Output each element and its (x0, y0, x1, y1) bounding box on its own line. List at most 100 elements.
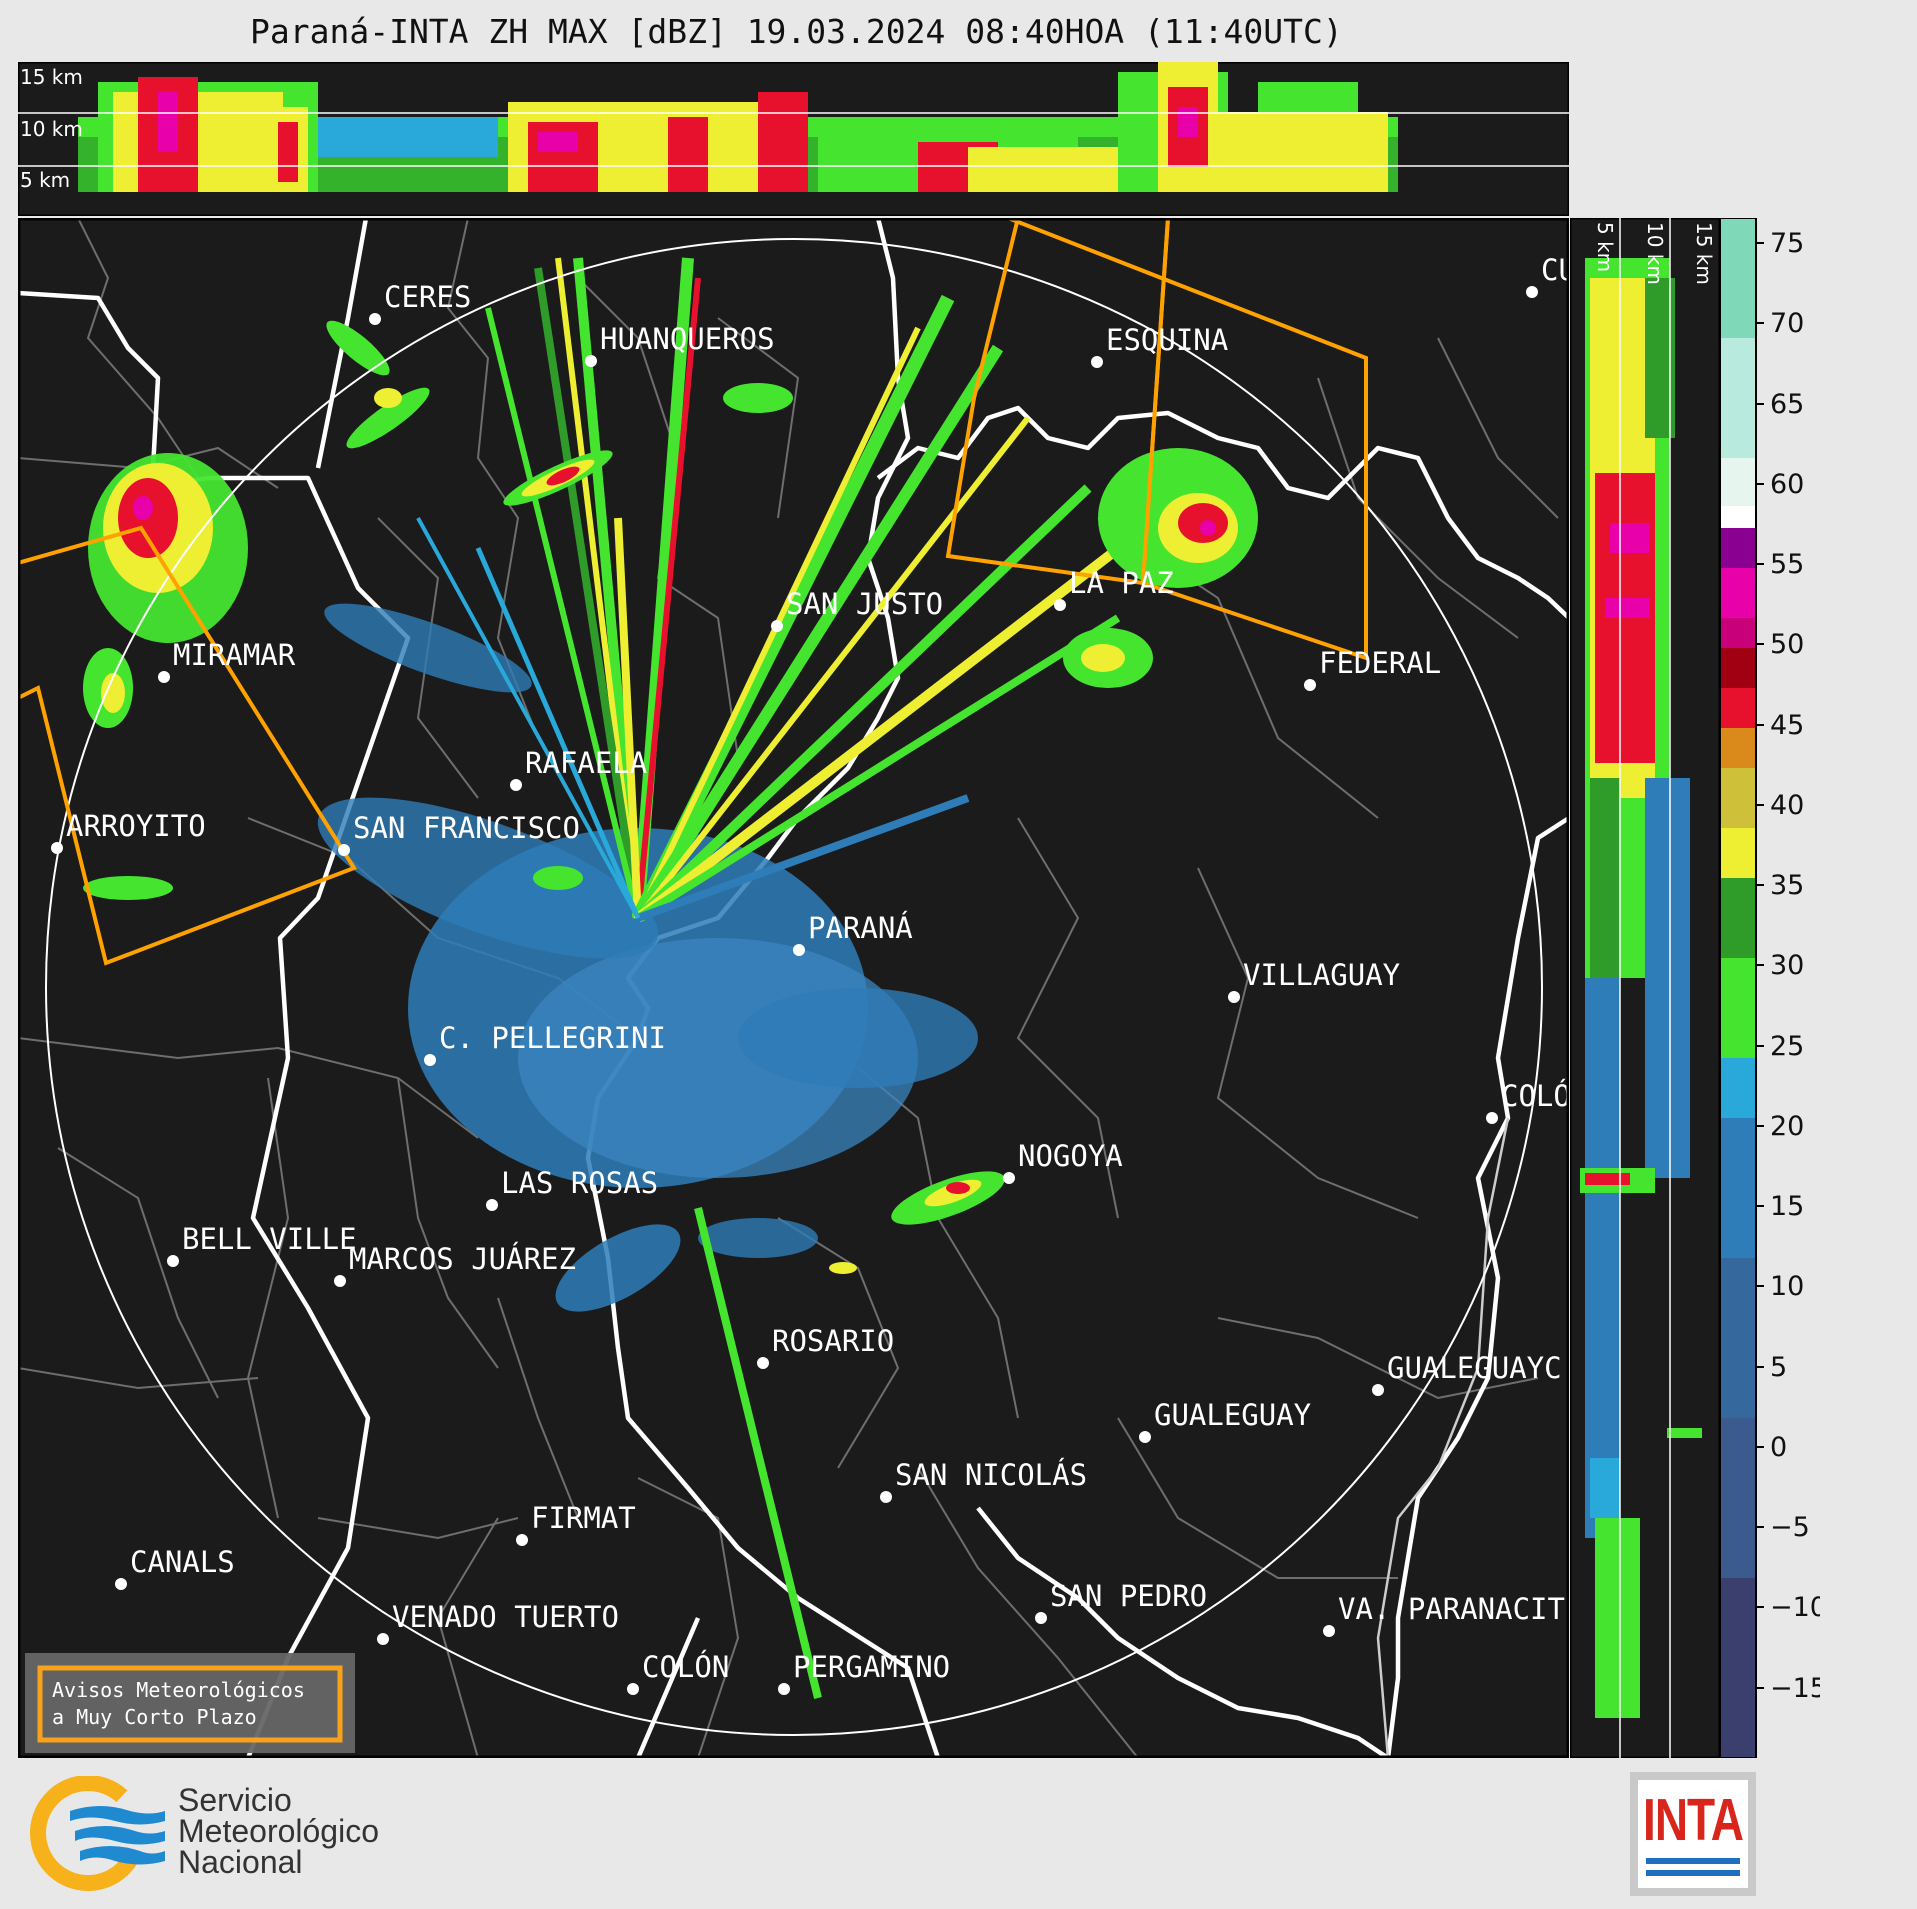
colorbar-tick: 25 (1770, 1031, 1804, 1062)
svg-text:ROSARIO: ROSARIO (772, 1324, 894, 1358)
smn-logo-text: Servicio Meteorológico Nacional (178, 1782, 379, 1880)
colorbar-tick: 15 (1770, 1191, 1804, 1222)
svg-text:MARCOS JUÁREZ: MARCOS JUÁREZ (349, 1242, 576, 1276)
city-san-justo: SAN JUSTO (771, 587, 943, 632)
svg-text:NOGOYA: NOGOYA (1018, 1139, 1123, 1173)
warning-legend: Avisos Meteorológicos a Muy Corto Plazo (25, 1653, 355, 1753)
svg-text:CERES: CERES (384, 280, 471, 314)
colorbar-tick: 50 (1770, 629, 1804, 660)
svg-text:FIRMAT: FIRMAT (531, 1501, 636, 1535)
colorbar-tick: 30 (1770, 950, 1804, 981)
svg-text:VILLAGUAY: VILLAGUAY (1243, 958, 1400, 992)
colorbar-tick: −10 (1770, 1592, 1820, 1623)
figure-title: Paraná-INTA ZH MAX [dBZ] 19.03.2024 08:4… (250, 12, 1343, 51)
svg-text:PERGAMINO: PERGAMINO (793, 1650, 950, 1684)
svg-text:LA PAZ: LA PAZ (1069, 566, 1174, 600)
colorbar: 75 70 65 60 55 50 45 40 35 30 25 20 15 1… (1720, 218, 1820, 1758)
top-echo-band (78, 62, 1398, 192)
top-height-label-10: 10 km (20, 117, 83, 141)
svg-text:GUALEGUAYC: GUALEGUAYC (1387, 1351, 1562, 1385)
smn-line1: Servicio (178, 1782, 292, 1818)
svg-text:C. PELLEGRINI: C. PELLEGRINI (439, 1021, 666, 1055)
svg-text:SAN JUSTO: SAN JUSTO (786, 587, 943, 621)
warning-legend-line1: Avisos Meteorológicos (52, 1678, 305, 1702)
colorbar-tick: 5 (1770, 1352, 1787, 1383)
city-colo: COLÓ (1486, 1079, 1569, 1124)
colorbar-tick: 35 (1770, 870, 1804, 901)
svg-text:SAN PEDRO: SAN PEDRO (1050, 1579, 1207, 1613)
svg-text:HUANQUEROS: HUANQUEROS (600, 322, 775, 356)
city-c-pellegrini: C. PELLEGRINI (424, 1021, 666, 1066)
colorbar-tick: 0 (1770, 1432, 1787, 1463)
city-federal: FEDERAL (1304, 646, 1441, 691)
city-marcos-juarez: MARCOS JUÁREZ (334, 1242, 576, 1287)
svg-text:CANALS: CANALS (130, 1545, 235, 1579)
side-height-label-10: 10 km (1643, 222, 1667, 285)
svg-text:COLÓ: COLÓ (1501, 1079, 1569, 1113)
svg-text:FEDERAL: FEDERAL (1319, 646, 1441, 680)
inta-logo-text: INTA (1643, 1785, 1744, 1853)
svg-text:ESQUINA: ESQUINA (1106, 323, 1228, 357)
department-borders (18, 218, 1559, 1758)
city-ceres: CERES (369, 280, 471, 325)
side-height-label-15: 15 km (1692, 222, 1716, 285)
colorbar-gradient (1720, 218, 1756, 1758)
city-va-paranacito: VA. PARANACIT (1323, 1592, 1565, 1637)
city-san-nicolas: SAN NICOLÁS (880, 1458, 1087, 1503)
city-colon: COLÓN (627, 1650, 729, 1695)
svg-text:ARROYITO: ARROYITO (66, 809, 206, 843)
city-rafaela: RAFAELA (510, 746, 647, 791)
city-miramar: MIRAMAR (158, 638, 296, 683)
colorbar-tick: 10 (1770, 1271, 1804, 1302)
smn-line2: Meteorológico (178, 1813, 379, 1849)
svg-text:VENADO TUERTO: VENADO TUERTO (392, 1600, 619, 1634)
colorbar-tick: 45 (1770, 710, 1804, 741)
city-san-francisco: SAN FRANCISCO (338, 811, 580, 856)
warning-legend-line2: a Muy Corto Plazo (52, 1705, 257, 1729)
city-arroyito: ARROYITO (51, 809, 206, 854)
colorbar-tick: 20 (1770, 1111, 1804, 1142)
city-markers: CERES HUANQUEROS ESQUINA CU SAN JUSTO LA… (51, 253, 1569, 1695)
colorbar-tick: 40 (1770, 790, 1804, 821)
smn-line3: Nacional (178, 1844, 303, 1880)
city-firmat: FIRMAT (516, 1501, 636, 1546)
colorbar-tick: 60 (1770, 469, 1804, 500)
svg-text:BELL VILLE: BELL VILLE (182, 1222, 357, 1256)
side-cross-section: 5 km 10 km 15 km (1570, 218, 1720, 1758)
svg-text:MIRAMAR: MIRAMAR (173, 638, 296, 672)
colorbar-tick: 65 (1770, 389, 1804, 420)
city-las-rosas: LAS ROSAS (486, 1166, 658, 1211)
city-villaguay: VILLAGUAY (1228, 958, 1400, 1003)
smn-logo (30, 1776, 165, 1891)
city-gualeguaychu: GUALEGUAYC (1372, 1351, 1562, 1396)
svg-text:CU: CU (1541, 253, 1569, 287)
radar-map: CERES HUANQUEROS ESQUINA CU SAN JUSTO LA… (18, 218, 1569, 1758)
city-parana: PARANÁ (793, 911, 913, 956)
city-huanqueros: HUANQUEROS (585, 322, 775, 367)
svg-text:SAN FRANCISCO: SAN FRANCISCO (353, 811, 580, 845)
svg-text:COLÓN: COLÓN (642, 1650, 729, 1684)
top-height-label-15: 15 km (20, 65, 83, 89)
colorbar-tick: 75 (1770, 228, 1804, 259)
svg-text:PARANÁ: PARANÁ (808, 911, 913, 945)
top-cross-section: 15 km 10 km 5 km (18, 62, 1569, 216)
city-canals: CANALS (115, 1545, 235, 1590)
city-la-paz: LA PAZ (1054, 566, 1174, 611)
inta-logo: INTA (1630, 1772, 1756, 1896)
top-height-label-5: 5 km (20, 168, 70, 192)
city-gualeguay: GUALEGUAY (1139, 1398, 1311, 1443)
city-nogoya: NOGOYA (1003, 1139, 1123, 1184)
side-height-label-5: 5 km (1593, 222, 1617, 272)
city-cu: CU (1526, 253, 1569, 298)
city-bell-ville: BELL VILLE (167, 1222, 357, 1267)
colorbar-tick: 55 (1770, 549, 1804, 580)
radar-echoes (83, 257, 1258, 1699)
colorbar-tick: −15 (1770, 1673, 1820, 1704)
warning-polygons (18, 218, 1368, 966)
colorbar-tick: 70 (1770, 308, 1804, 339)
colorbar-tick: −5 (1770, 1512, 1810, 1543)
city-pergamino: PERGAMINO (778, 1650, 950, 1695)
city-san-pedro: SAN PEDRO (1035, 1579, 1207, 1624)
svg-text:VA. PARANACIT: VA. PARANACIT (1338, 1592, 1565, 1626)
